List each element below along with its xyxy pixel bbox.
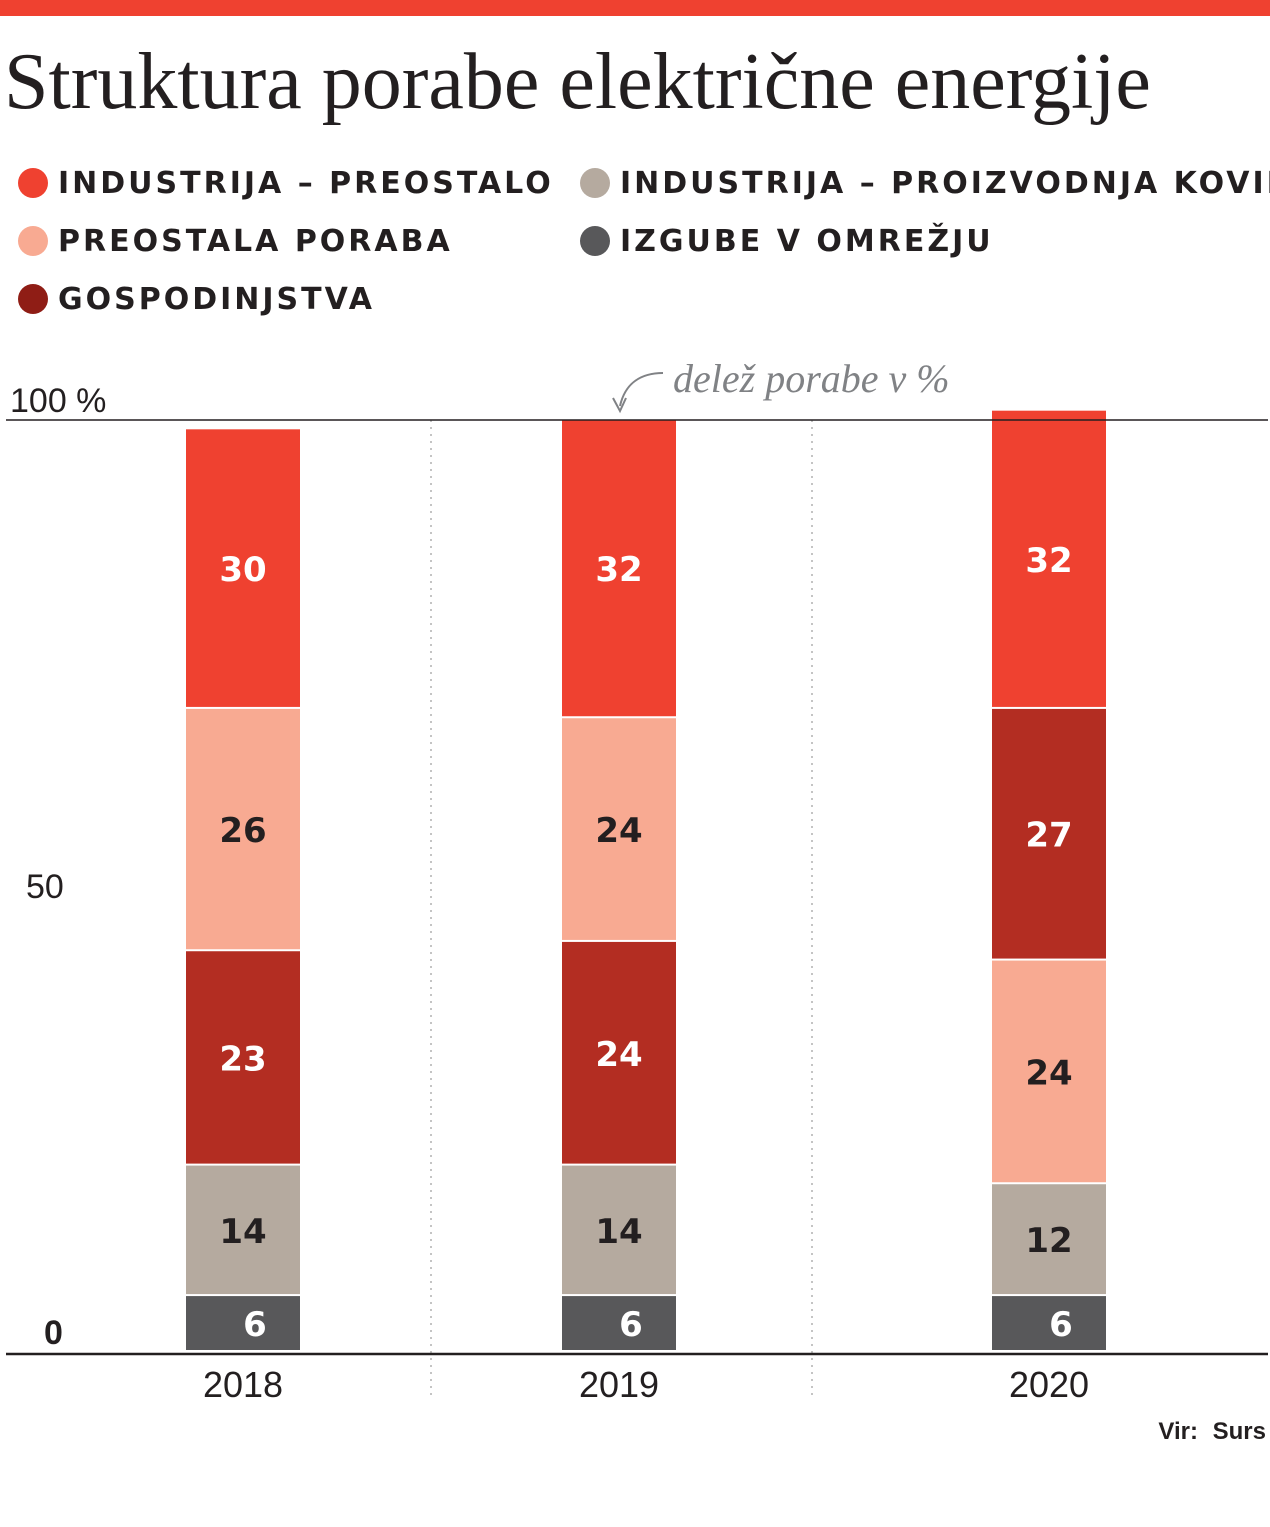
data-label: 12 (1025, 1221, 1072, 1261)
data-label: 23 (219, 1039, 266, 1079)
legend-swatch (580, 168, 610, 198)
bar-group-2018: 6 14 23 26 30 (186, 429, 300, 1350)
legend-item-industrija-proizvodnja-kovin: INDUSTRIJA – PROIZVODNJA KOVIN (580, 163, 1270, 203)
legend-label: IZGUBE V OMREŽJU (620, 223, 994, 259)
legend-label: PREOSTALA PORABA (58, 223, 453, 259)
data-label: 32 (1025, 541, 1072, 581)
data-label: 30 (219, 550, 266, 590)
legend-item-preostala-poraba: PREOSTALA PORABA (18, 221, 453, 261)
legend-swatch (580, 226, 610, 256)
x-tick-label: 2020 (1009, 1364, 1089, 1405)
legend-swatch (18, 226, 48, 256)
bar-segment-preostala-poraba (992, 960, 1106, 1183)
data-label: 24 (595, 811, 642, 851)
bar-segment-izgube-v-omrezju (186, 1296, 300, 1350)
data-label: 14 (219, 1212, 266, 1252)
data-label: 26 (219, 811, 266, 851)
bar-group-2019: 6 14 24 24 32 (562, 420, 676, 1350)
year-dividers (430, 420, 813, 1398)
data-label: 6 (243, 1305, 267, 1345)
axis-lines (6, 419, 1268, 1356)
legend-label: INDUSTRIJA – PROIZVODNJA KOVIN (620, 165, 1270, 201)
data-label: 24 (1025, 1053, 1072, 1093)
bar-segment-industrija-proizvodnja-kovin (992, 1184, 1106, 1295)
stacked-bar-chart: 0 50 100 % 6 14 23 26 30 6 14 24 24 32 6 12 24 27 32 201… (6, 356, 1268, 1405)
annotation: delež porabe v % (612, 356, 950, 414)
bar-segment-gospodinjstva (562, 941, 676, 1164)
annotation-arrow (619, 372, 664, 407)
source-value: Surs (1212, 1418, 1266, 1445)
bar-segment-izgube-v-omrezju (992, 1296, 1106, 1350)
annotation-text: delež porabe v % (673, 356, 950, 401)
bar-segment-preostala-poraba (562, 718, 676, 940)
source-note: Vir: Surs (1158, 1418, 1266, 1446)
legend-item-industrija-preostalo: INDUSTRIJA – PREOSTALO (18, 163, 554, 203)
legend-swatch (18, 284, 48, 314)
data-label: 32 (595, 550, 642, 590)
chart-title: Struktura porabe električne energije (4, 38, 1151, 126)
bar-group-2020: 6 12 24 27 32 (992, 410, 1106, 1350)
x-tick-label: 2019 (579, 1364, 659, 1405)
bar-segment-gospodinjstva (992, 708, 1106, 959)
bar-segment-industrija-preostalo (992, 410, 1106, 707)
y-tick-label: 50 (26, 868, 64, 906)
legend-item-izgube-v-omrezju: IZGUBE V OMREŽJU (580, 221, 994, 261)
data-label: 14 (595, 1212, 642, 1252)
x-tick-label: 2018 (203, 1364, 283, 1405)
bar-segment-industrija-preostalo (562, 420, 676, 717)
data-label: 27 (1025, 816, 1072, 856)
bar-segment-industrija-preostalo (186, 429, 300, 707)
data-label: 24 (595, 1035, 642, 1075)
bar-segment-preostala-poraba (186, 708, 300, 950)
data-label: 6 (1049, 1305, 1073, 1345)
legend-label: GOSPODINJSTVA (58, 281, 376, 317)
legend-label: INDUSTRIJA – PREOSTALO (58, 165, 554, 201)
legend-item-gospodinjstva: GOSPODINJSTVA (18, 279, 375, 319)
x-axis-labels: 2018 2019 2020 (203, 1364, 1089, 1405)
annotation-arrowhead (612, 397, 627, 414)
bar-segment-izgube-v-omrezju (562, 1296, 676, 1350)
y-tick-label: 100 % (10, 382, 106, 420)
y-tick-label: 0 (44, 1314, 63, 1352)
bar-segment-gospodinjstva (186, 951, 300, 1164)
legend-swatch (18, 168, 48, 198)
bar-segment-industrija-proizvodnja-kovin (186, 1165, 300, 1295)
top-accent-bar (0, 0, 1270, 16)
y-axis: 0 50 100 % (10, 382, 106, 1352)
bars: 6 14 23 26 30 6 14 24 24 32 6 12 24 27 32 (186, 410, 1106, 1350)
source-label: Vir: (1158, 1418, 1198, 1445)
bar-segment-industrija-proizvodnja-kovin (562, 1165, 676, 1295)
data-label: 6 (619, 1305, 643, 1345)
